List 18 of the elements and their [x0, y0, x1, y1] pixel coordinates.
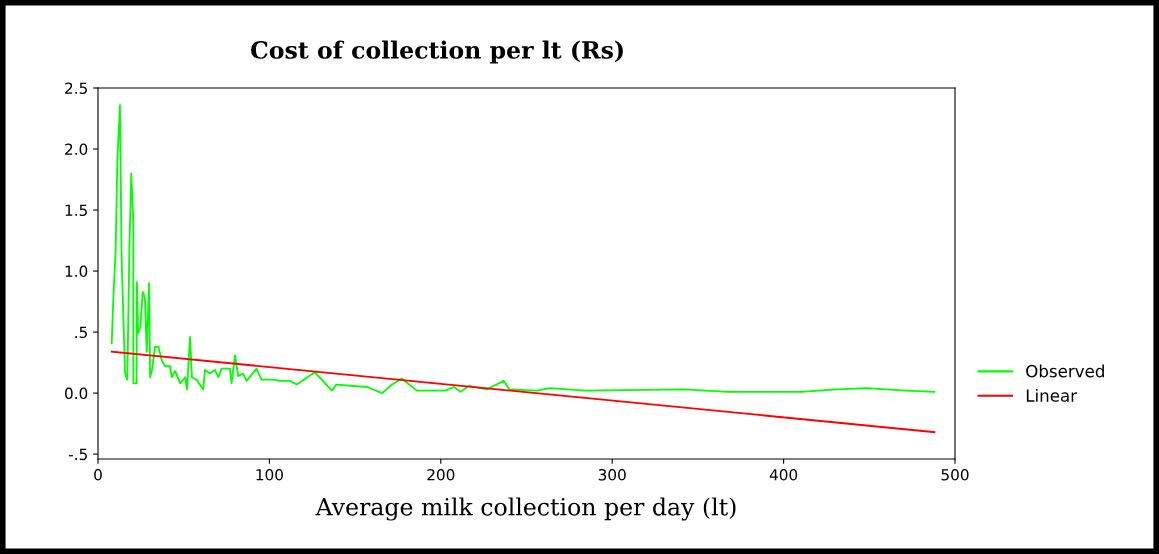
x-tick-label: 500 — [941, 468, 969, 481]
x-axis-title: Average milk collection per day (lt) — [315, 497, 736, 521]
chart-title: Cost of collection per lt (Rs) — [250, 40, 623, 64]
y-tick-label: 2.0 — [65, 143, 88, 156]
y-tick-label: 0.0 — [64, 387, 88, 400]
y-tick-label: -.5 — [68, 448, 87, 461]
line-series — [110, 104, 936, 395]
y-tick-label: 1.5 — [65, 204, 87, 217]
x-tick-label: 100 — [256, 468, 283, 481]
legend-label: Linear — [1026, 388, 1078, 402]
x-tick-label: 0 — [94, 468, 102, 481]
y-tick-label: 2.5 — [65, 82, 87, 95]
y-tick-label: 1.0 — [65, 265, 88, 278]
x-tick-label: 200 — [427, 468, 455, 481]
legend-label: Observed — [1026, 364, 1104, 378]
x-tick-label: 300 — [598, 468, 626, 481]
y-tick-label: .5 — [75, 326, 87, 339]
x-tick-label: 400 — [769, 468, 798, 481]
